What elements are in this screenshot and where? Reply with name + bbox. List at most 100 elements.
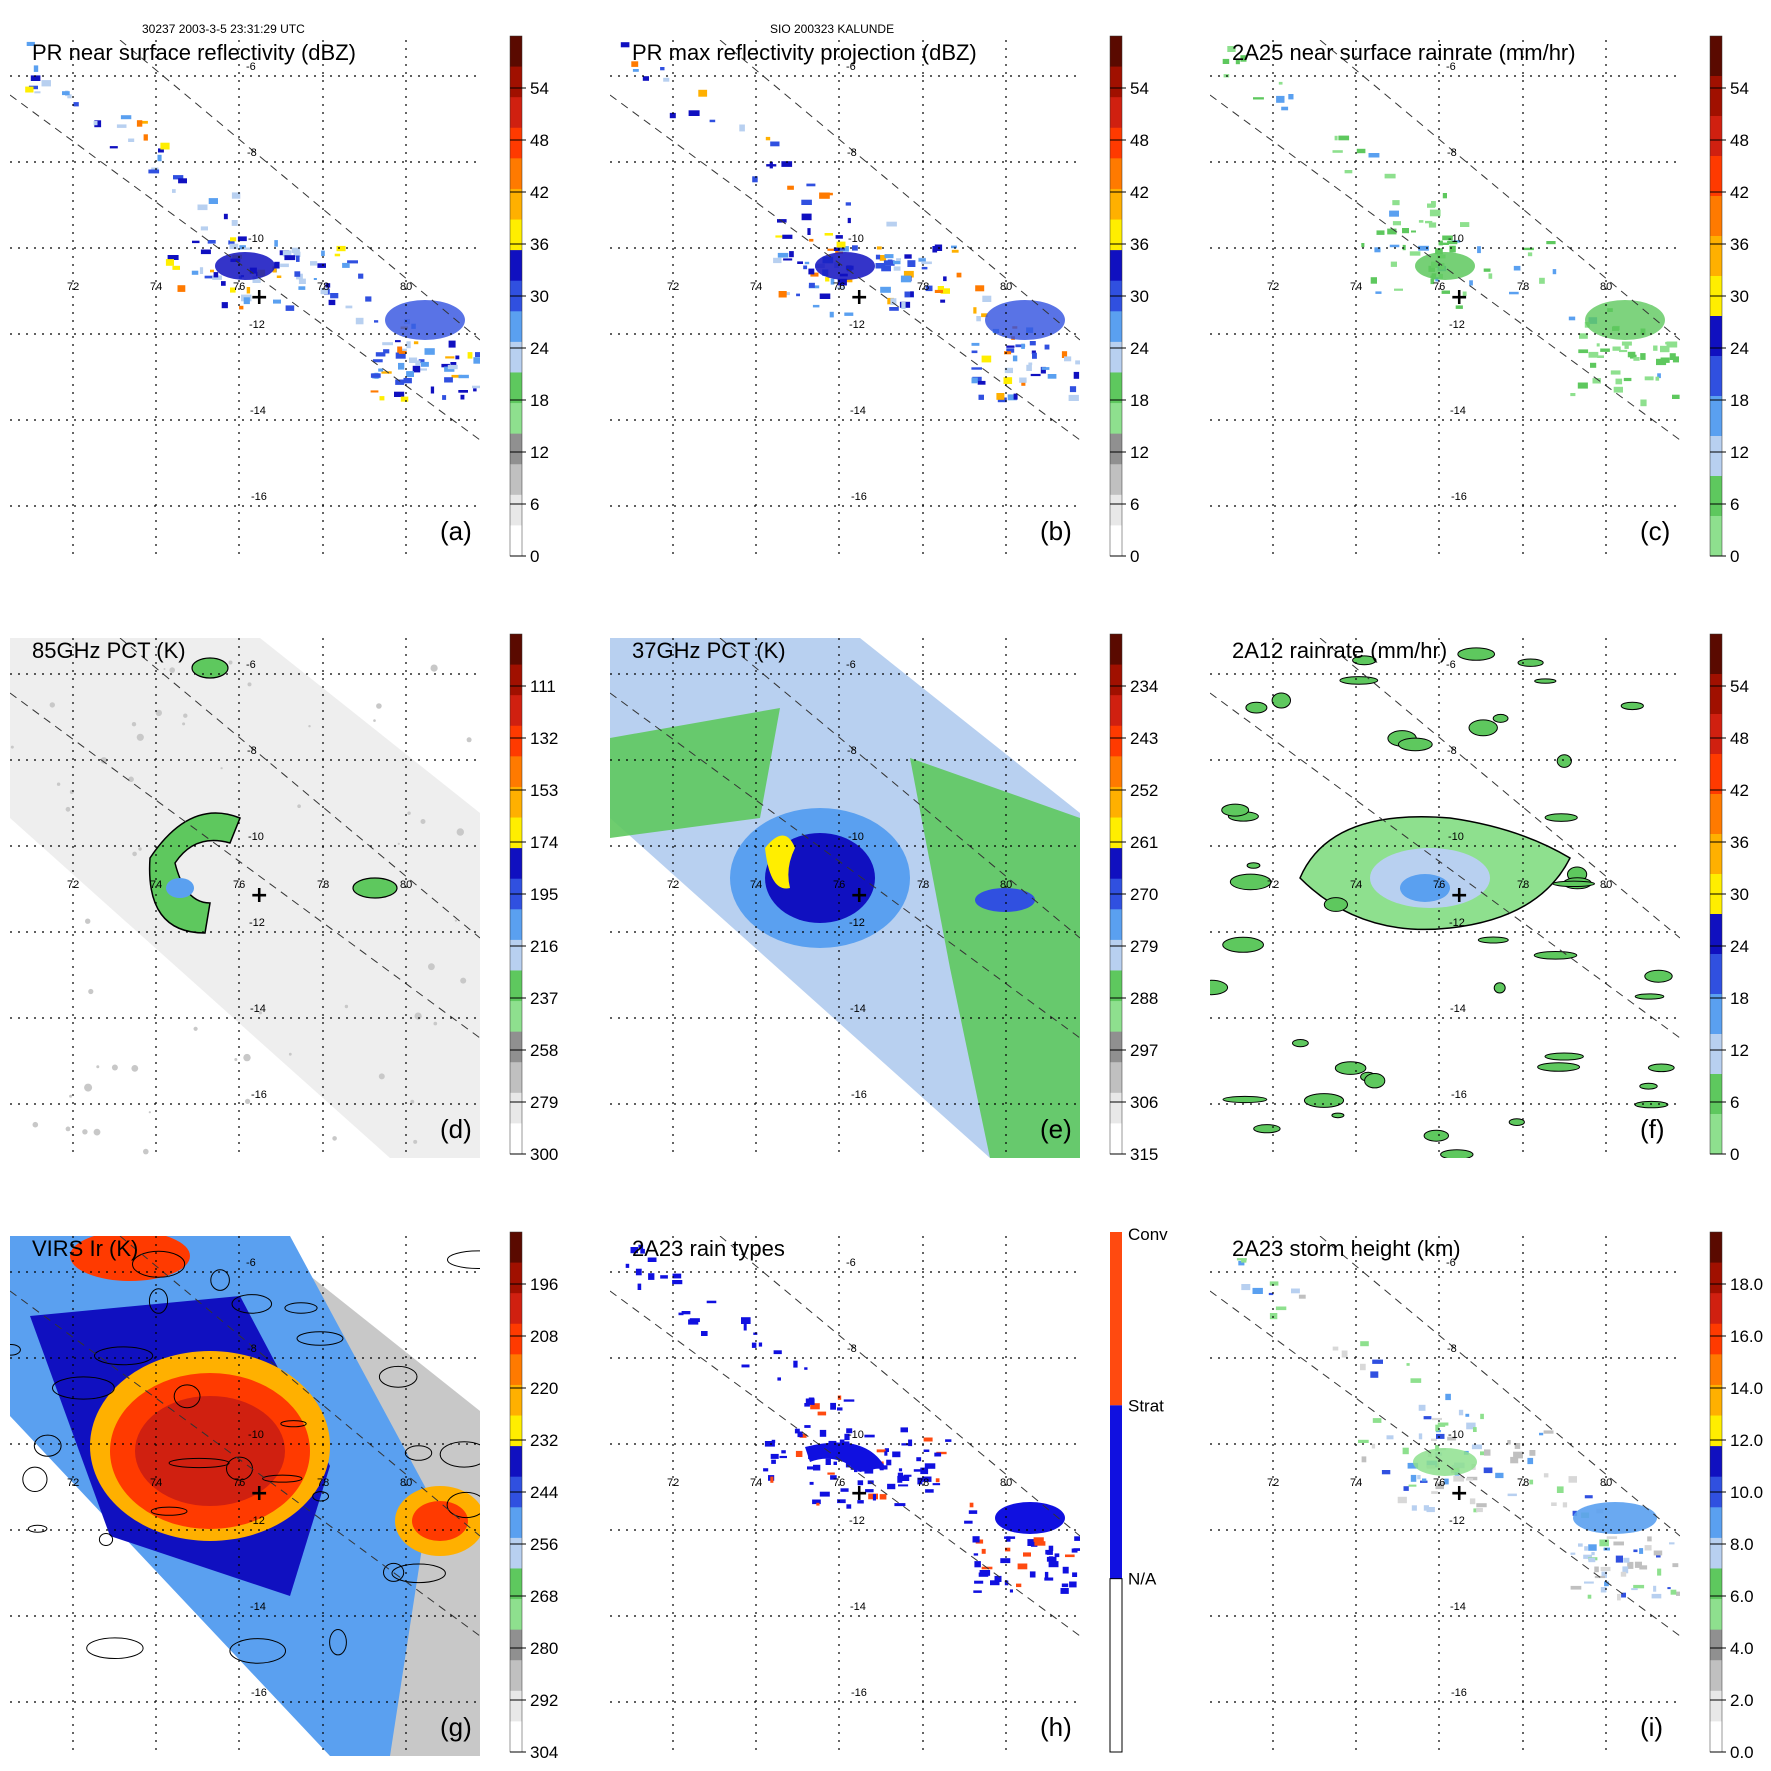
echo-cell (819, 1429, 827, 1437)
echo-cell (1527, 1457, 1534, 1465)
echo-cell (230, 237, 237, 242)
colorbar-segment (1110, 372, 1122, 404)
echo-cell (1594, 1566, 1599, 1573)
echo-cell (280, 263, 289, 268)
echo-cell (1488, 273, 1493, 279)
echo-cell (1507, 1493, 1517, 1497)
echo-cell (204, 275, 214, 279)
texture-dot (410, 1099, 415, 1104)
colorbar-segment (1110, 1062, 1122, 1094)
colorbar-segment (1110, 36, 1122, 68)
echo-cell (1269, 1281, 1279, 1286)
heavy-rain (1400, 874, 1450, 902)
echo-cell (398, 362, 405, 370)
echo-cell (994, 1575, 1002, 1582)
echo-cell (943, 276, 947, 282)
colorbar-segment (1110, 66, 1122, 98)
echo-cell (1241, 1284, 1251, 1291)
echo-cell (817, 1411, 827, 1416)
echo-cell (843, 279, 853, 283)
echo-cell (642, 76, 649, 81)
longitude-label: 76 (233, 879, 245, 891)
deep-convection (765, 833, 875, 923)
echo-cell (951, 245, 957, 249)
echo-cell (1338, 135, 1350, 141)
echo-cell (365, 296, 372, 302)
echo-cell (1634, 1561, 1642, 1568)
echo-cell (199, 267, 204, 274)
echo-cell (1016, 1583, 1022, 1588)
echo-cell (62, 91, 70, 96)
echo-cell (458, 374, 469, 379)
echo-cell (900, 1427, 908, 1433)
texture-dot (397, 842, 400, 845)
rain-patch (1508, 1118, 1525, 1126)
echo-cell (1046, 1556, 1057, 1562)
echo-cell (67, 94, 72, 99)
echo-cell (291, 247, 300, 254)
latitude-label: -6 (246, 61, 256, 73)
echo-cell (1473, 1508, 1478, 1513)
echo-cell (620, 42, 630, 48)
echo-cell (805, 1398, 815, 1405)
longitude-label: 72 (67, 1477, 79, 1489)
echo-cell (764, 1441, 775, 1447)
echo-cell (213, 272, 219, 278)
colorbar-h: Conv Strat N/A (1109, 1225, 1168, 1753)
colorbar-label: 4.0 (1730, 1639, 1754, 1658)
longitude-label: 72 (67, 281, 79, 293)
echo-cell (406, 371, 414, 377)
contour-line (439, 1441, 480, 1468)
rain-patch (1253, 1124, 1281, 1134)
colorbar-label: 174 (530, 833, 558, 852)
colorbar-segment (510, 1001, 522, 1033)
echo-cell (1422, 1478, 1427, 1482)
longitude-label: 74 (150, 281, 162, 293)
echo-cell (1579, 333, 1588, 339)
echo-cell (231, 192, 241, 199)
echo-cell (635, 1268, 642, 1276)
echo-cell (1409, 251, 1421, 256)
echo-cell (1484, 1449, 1491, 1456)
echo-cell (395, 379, 405, 385)
colorbar-segment (1110, 341, 1122, 373)
longitude-label: 80 (400, 281, 412, 293)
echo-cell (143, 134, 148, 141)
echo-cell (876, 1449, 886, 1453)
echo-cell (1029, 341, 1036, 346)
echo-cell (838, 244, 845, 251)
echo-cell (1640, 399, 1647, 407)
colorbar-label: 54 (530, 79, 549, 98)
colorbar-segment (1710, 1721, 1722, 1753)
echo-cell (1578, 349, 1589, 354)
map-area-g: -6 -8 -10 -12 -14 -16 72 74 76 78 80 82 + (10, 1236, 480, 1756)
colorbar-segment (510, 756, 522, 788)
echo-cell (1600, 1587, 1607, 1593)
contour-line (262, 1474, 303, 1483)
echo-cell (883, 260, 895, 266)
echo-cell (1601, 1571, 1607, 1578)
texture-dot (420, 819, 426, 824)
latitude-label: -8 (1447, 745, 1457, 757)
echo-cell (274, 261, 280, 269)
latitude-label: -8 (247, 147, 257, 159)
colorbar-label: 234 (1130, 677, 1158, 696)
echo-cell (837, 1407, 843, 1411)
colorbar-segment (510, 939, 522, 971)
echo-cell (230, 287, 236, 293)
rain-patch (1423, 1129, 1450, 1142)
cold-cell (166, 878, 194, 898)
echo-cell (709, 119, 716, 123)
colorbar-label: 6 (530, 495, 539, 514)
echo-cell (1577, 382, 1588, 389)
colorbar-segment (510, 127, 522, 159)
echo-cell (1572, 1510, 1577, 1516)
longitude-label: 76 (833, 1477, 845, 1489)
echo-cell (1444, 1478, 1449, 1485)
echo-cell (936, 1451, 947, 1455)
echo-cell (1588, 1544, 1597, 1551)
longitude-label: 72 (67, 879, 79, 891)
echo-cell (779, 1455, 787, 1459)
echo-cell (1666, 341, 1678, 348)
colorbar-label: 279 (1130, 937, 1158, 956)
